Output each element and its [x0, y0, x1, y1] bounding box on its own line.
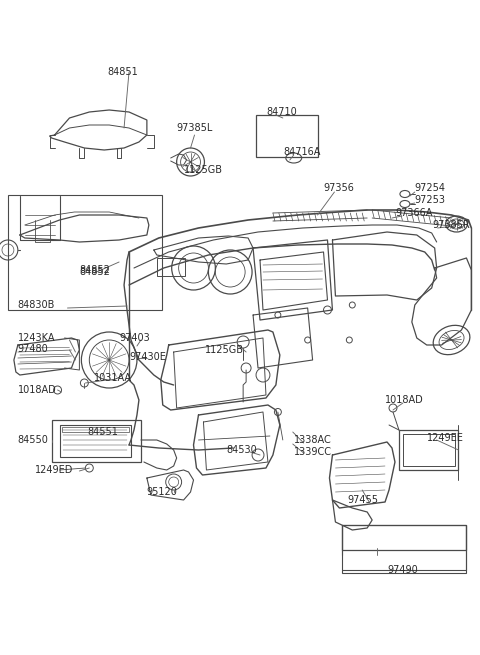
- Bar: [403, 434, 455, 466]
- Text: 1243KA: 1243KA: [18, 333, 55, 343]
- Text: 97490: 97490: [387, 565, 418, 575]
- Text: 97430E: 97430E: [129, 352, 166, 362]
- Text: 97455: 97455: [348, 495, 378, 505]
- Text: 1339CC: 1339CC: [294, 447, 332, 457]
- Text: 84551: 84551: [87, 427, 118, 437]
- Text: 97480: 97480: [18, 344, 48, 354]
- Text: 1018AD: 1018AD: [18, 385, 57, 395]
- Bar: [256, 115, 318, 157]
- Text: 84530: 84530: [226, 445, 257, 455]
- Text: 97254: 97254: [415, 183, 446, 193]
- Text: 1249EE: 1249EE: [427, 433, 464, 443]
- Text: 97356: 97356: [324, 183, 354, 193]
- Bar: [61, 427, 129, 432]
- Text: 97403: 97403: [119, 333, 150, 343]
- Text: 84710: 84710: [266, 107, 297, 117]
- Text: 97385L: 97385L: [177, 123, 213, 133]
- Text: 1338AC: 1338AC: [294, 435, 332, 445]
- Bar: [342, 525, 467, 550]
- Text: 97385R: 97385R: [432, 220, 470, 230]
- Bar: [60, 425, 131, 457]
- Text: 1031AA: 1031AA: [94, 373, 132, 383]
- Text: 84716A: 84716A: [284, 147, 321, 157]
- Text: 1125GB: 1125GB: [205, 345, 244, 355]
- Bar: [157, 258, 185, 276]
- Text: 84830B: 84830B: [18, 300, 55, 310]
- Text: 1249ED: 1249ED: [35, 465, 73, 475]
- Text: 95120: 95120: [147, 487, 178, 497]
- Bar: [342, 525, 467, 573]
- Bar: [8, 195, 162, 310]
- Text: 1018AD: 1018AD: [385, 395, 424, 405]
- Bar: [52, 420, 141, 462]
- Text: 1125GB: 1125GB: [183, 165, 223, 175]
- Bar: [399, 430, 458, 470]
- Text: 97366A: 97366A: [395, 208, 432, 218]
- Text: 97253: 97253: [415, 195, 446, 205]
- Text: 84550: 84550: [18, 435, 49, 445]
- Text: 84852: 84852: [79, 267, 110, 277]
- Text: 84852: 84852: [79, 265, 110, 275]
- Text: 84851: 84851: [107, 67, 138, 77]
